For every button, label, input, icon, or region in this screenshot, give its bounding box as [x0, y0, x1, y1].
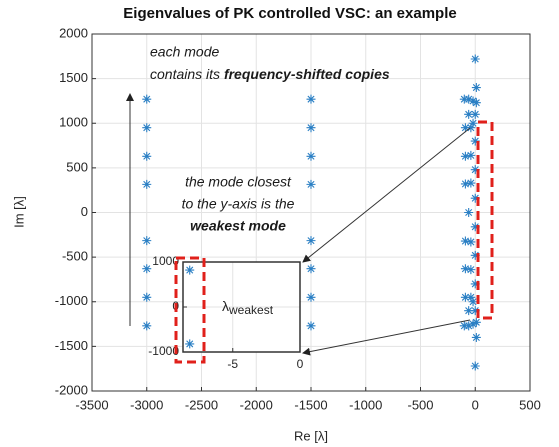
point — [471, 332, 481, 342]
annotation: the mode closest — [185, 174, 292, 190]
y-tick-label: 1000 — [152, 254, 179, 268]
x-axis-label: Re [λ] — [294, 428, 328, 443]
point — [464, 94, 474, 104]
y-tick-label: -2000 — [55, 382, 88, 397]
annotation: each mode — [150, 44, 219, 60]
point — [466, 292, 476, 302]
point — [142, 321, 152, 331]
point — [306, 123, 316, 133]
point — [460, 151, 470, 161]
x-tick-label: -1500 — [294, 397, 327, 412]
point — [464, 306, 474, 316]
point — [468, 96, 478, 106]
point — [470, 279, 480, 289]
x-tick-label: 0 — [297, 357, 304, 371]
y-tick-label: -500 — [62, 249, 88, 264]
point — [468, 297, 478, 307]
point — [470, 54, 480, 64]
y-tick-label: 1000 — [59, 115, 88, 130]
point — [142, 123, 152, 133]
point — [185, 265, 195, 275]
x-tick-label: -1000 — [349, 397, 382, 412]
y-tick-label: 0 — [81, 204, 88, 219]
x-tick-label: 0 — [472, 397, 479, 412]
highlight-box — [476, 120, 494, 320]
chart-title: Eigenvalues of PK controlled VSC: an exa… — [123, 5, 456, 22]
point — [306, 264, 316, 274]
point — [460, 236, 470, 246]
point — [306, 321, 316, 331]
point — [468, 118, 478, 128]
point — [464, 109, 474, 119]
y-tick-label: 2000 — [59, 25, 88, 40]
annotation: weakest mode — [190, 218, 286, 234]
inset-annotation: λ — [222, 298, 229, 314]
x-tick-label: -3500 — [75, 397, 108, 412]
point — [306, 94, 316, 104]
inset-annotation: λweakest — [222, 298, 274, 317]
point — [470, 250, 480, 260]
x-tick-label: -2500 — [185, 397, 218, 412]
point — [470, 109, 480, 119]
point — [460, 179, 470, 189]
point — [470, 306, 480, 316]
point — [470, 193, 480, 203]
point — [468, 319, 478, 329]
point — [142, 151, 152, 161]
point — [460, 292, 470, 302]
point — [466, 237, 476, 247]
arrow — [302, 127, 471, 263]
point — [460, 123, 470, 133]
annotation: to the y-axis is the — [182, 196, 295, 212]
point — [471, 98, 481, 108]
point — [470, 361, 480, 371]
point — [142, 264, 152, 274]
point — [142, 94, 152, 104]
x-tick-label: -500 — [407, 397, 433, 412]
point — [306, 292, 316, 302]
point — [306, 236, 316, 246]
annotation: contains its — [150, 66, 224, 82]
point — [466, 150, 476, 160]
point — [460, 264, 470, 274]
y-tick-label: 500 — [66, 159, 88, 174]
x-tick-label: 500 — [519, 397, 541, 412]
y-tick-label: 1500 — [59, 70, 88, 85]
x-tick-label: -5 — [227, 357, 238, 371]
arrow — [302, 319, 471, 356]
x-tick-label: -3000 — [130, 397, 163, 412]
annotation: contains its frequency-shifted copies — [150, 66, 390, 82]
y-tick-label: -1000 — [148, 344, 179, 358]
point — [466, 265, 476, 275]
point — [471, 317, 481, 327]
annotation: frequency-shifted copies — [224, 66, 390, 82]
inset-annotation: weakest — [228, 303, 274, 317]
point — [470, 165, 480, 175]
point — [470, 222, 480, 232]
point — [142, 179, 152, 189]
y-tick-label: -1000 — [55, 293, 88, 308]
axes-box — [91, 33, 531, 392]
point — [306, 151, 316, 161]
point — [306, 179, 316, 189]
point — [464, 321, 474, 331]
axes-box — [182, 261, 301, 353]
point — [185, 339, 195, 349]
point — [466, 123, 476, 133]
point — [142, 236, 152, 246]
point — [466, 178, 476, 188]
y-axis-label: Im [λ] — [11, 196, 26, 228]
point — [464, 208, 474, 217]
y-tick-label: -1500 — [55, 338, 88, 353]
point — [471, 83, 481, 93]
point — [470, 136, 480, 146]
point — [142, 292, 152, 302]
x-tick-label: -2000 — [240, 397, 273, 412]
highlight-box — [174, 256, 206, 364]
